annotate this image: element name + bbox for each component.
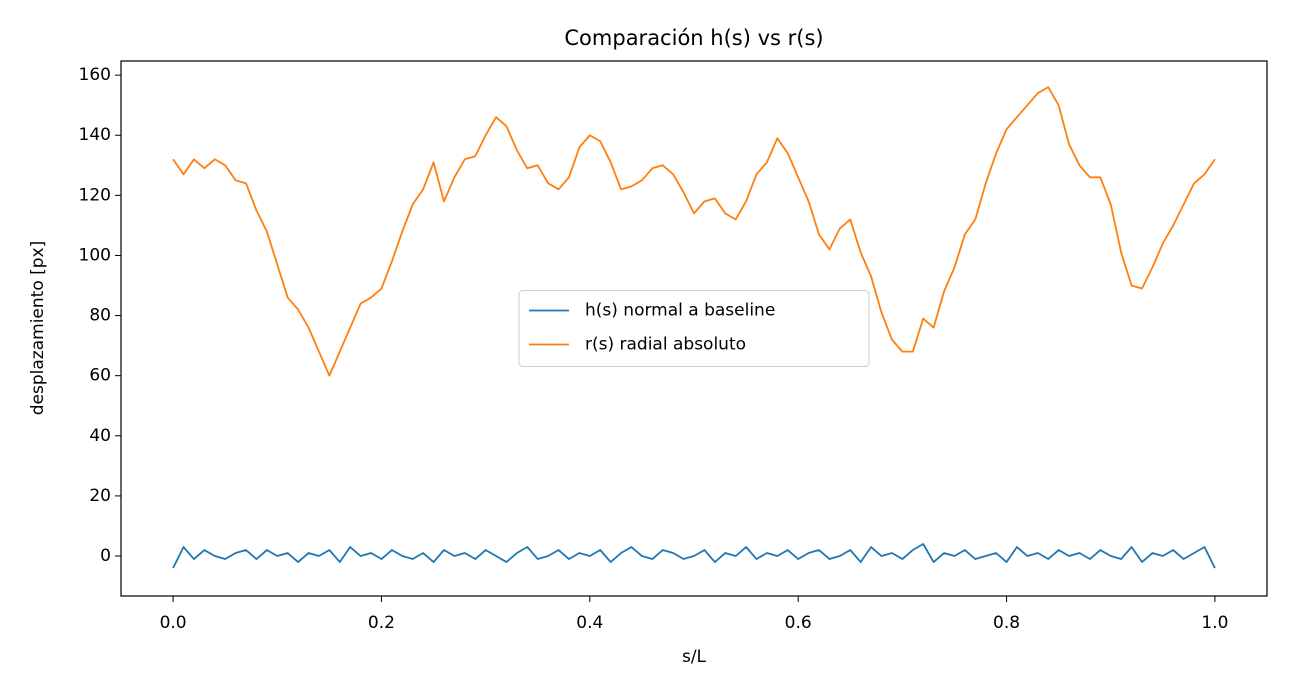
series-line [172,543,1216,569]
legend-label: r(s) radial absoluto [585,335,746,355]
y-axis-label: desplazamiento [px] [28,241,48,415]
x-tick-label: 1.0 [1201,613,1228,633]
legend-box [518,290,870,367]
y-tick-label: 80 [89,306,111,326]
y-tick-label: 100 [79,245,111,265]
plot-frame [120,60,1268,597]
y-tick-label: 60 [89,366,111,386]
x-tick-label: 0.8 [993,613,1020,633]
y-tick-label: 160 [79,65,111,85]
x-axis-label: s/L [682,647,707,667]
x-tick-label: 0.6 [785,613,812,633]
x-tick-label: 0.2 [368,613,395,633]
y-tick-label: 0 [100,546,111,566]
legend-label: h(s) normal a baseline [585,301,775,321]
series-line [172,86,1216,377]
y-tick-label: 40 [89,426,111,446]
y-tick-label: 120 [79,185,111,205]
x-tick-label: 0.0 [160,613,187,633]
y-tick-label: 140 [79,125,111,145]
x-tick-label: 0.4 [576,613,603,633]
chart-title: Comparación h(s) vs r(s) [564,26,823,50]
y-tick-label: 20 [89,486,111,506]
